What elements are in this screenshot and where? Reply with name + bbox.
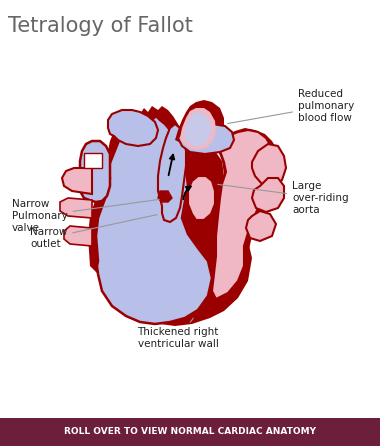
Polygon shape	[80, 141, 110, 202]
Text: Large
over-riding
aorta: Large over-riding aorta	[218, 182, 348, 215]
Polygon shape	[178, 124, 234, 154]
Polygon shape	[64, 226, 92, 246]
Polygon shape	[88, 106, 252, 326]
Polygon shape	[252, 144, 286, 186]
Polygon shape	[96, 116, 212, 324]
Polygon shape	[246, 211, 276, 241]
Polygon shape	[158, 191, 172, 202]
Polygon shape	[84, 153, 102, 168]
Polygon shape	[212, 130, 276, 299]
Text: Narrow
outlet: Narrow outlet	[30, 215, 157, 249]
Text: Tetralogy of Fallot: Tetralogy of Fallot	[8, 16, 193, 36]
Polygon shape	[158, 124, 186, 222]
Text: Thickened right
ventricular wall: Thickened right ventricular wall	[137, 318, 218, 349]
Text: ROLL OVER TO VIEW NORMAL CARDIAC ANATOMY: ROLL OVER TO VIEW NORMAL CARDIAC ANATOMY	[64, 428, 316, 437]
Text: Reduced
pulmonary
blood flow: Reduced pulmonary blood flow	[228, 89, 354, 124]
Polygon shape	[208, 128, 282, 306]
Text: Narrow
Pulmonary
valve: Narrow Pulmonary valve	[12, 199, 159, 233]
Polygon shape	[184, 112, 212, 146]
Polygon shape	[60, 198, 92, 218]
Polygon shape	[108, 110, 158, 146]
Polygon shape	[175, 100, 224, 152]
Polygon shape	[62, 168, 92, 194]
Polygon shape	[180, 108, 216, 150]
Polygon shape	[252, 178, 284, 212]
Polygon shape	[188, 176, 215, 220]
FancyBboxPatch shape	[0, 418, 380, 446]
